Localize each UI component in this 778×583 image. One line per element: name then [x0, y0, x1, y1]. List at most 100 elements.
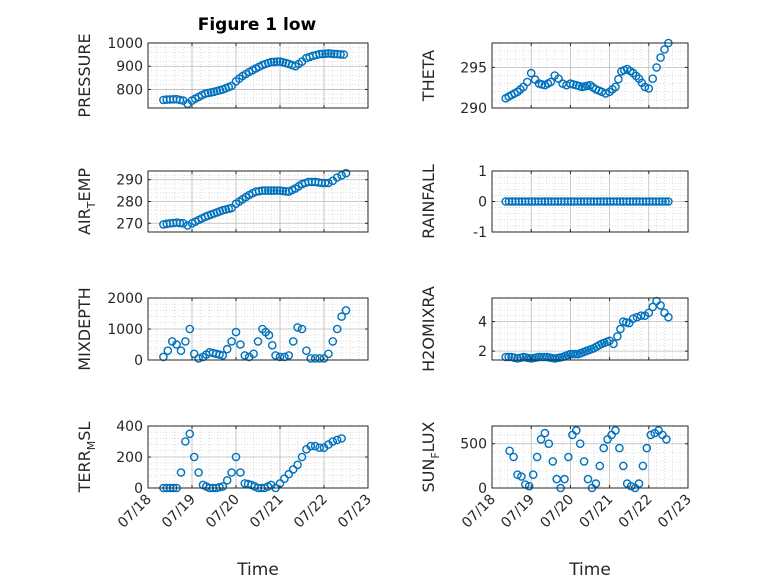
data-point	[568, 430, 577, 440]
data-point	[293, 323, 302, 332]
data-point-interp	[329, 49, 339, 59]
axes-box	[491, 297, 689, 361]
data-point-interp	[190, 217, 200, 226]
data-point	[642, 443, 652, 453]
data-point-interp	[616, 324, 625, 334]
data-point	[658, 430, 667, 440]
data-point	[601, 89, 611, 98]
data-point-interp	[190, 94, 200, 103]
data-point	[181, 437, 190, 446]
y-tick-label: 900	[116, 59, 143, 75]
data-point	[324, 178, 333, 188]
data-point-interp	[175, 218, 185, 228]
y-tick-label: 2	[478, 344, 487, 360]
data-point-interp	[583, 81, 592, 91]
data-point-interp	[587, 344, 596, 354]
data-point	[266, 186, 276, 195]
y-axis-label: SUNFLUX	[419, 421, 442, 492]
data-point-interp	[625, 197, 635, 206]
data-point-interp	[543, 79, 553, 88]
data-point-interp	[269, 57, 279, 67]
data-point-interp	[516, 85, 525, 94]
y-axis-label: MIXDEPTH	[75, 287, 94, 370]
data-point-interp	[569, 80, 578, 89]
data-point-interp	[614, 74, 623, 84]
data-point	[644, 84, 654, 93]
data-point-interp	[294, 59, 304, 69]
y-tick-label: 1000	[107, 36, 143, 52]
data-point-interp	[234, 197, 244, 206]
subplot-rainfall: -1 0 1 RAINFALL	[419, 164, 689, 241]
x-tick-label: 07/19	[498, 492, 538, 532]
data-point	[526, 68, 536, 78]
y-tick-label: 0	[134, 481, 143, 497]
x-tick-label: 07/22	[616, 492, 656, 532]
data-point-interp	[510, 89, 519, 98]
subplot-h2omixra: 2 4 H2OMIXRA	[419, 286, 689, 372]
x-axis-label: Time	[568, 560, 611, 580]
subplot-air-temp: 270 280 290 AIRTEMP	[75, 168, 369, 235]
data-point	[528, 470, 538, 480]
data-point	[341, 168, 351, 178]
data-point	[648, 74, 658, 83]
data-point	[189, 349, 199, 359]
axes-box	[491, 425, 689, 489]
data-point-interp	[608, 85, 617, 94]
data-point	[176, 468, 186, 477]
data-point-interp	[602, 337, 612, 347]
data-point-interp	[224, 82, 233, 92]
data-point-interp	[596, 197, 605, 206]
axes-box	[147, 42, 369, 109]
data-point	[227, 337, 236, 346]
data-point	[231, 452, 241, 462]
data-point	[638, 461, 648, 471]
data-point	[634, 479, 644, 488]
data-point-interp	[261, 327, 271, 337]
x-tick-label: 07/18	[115, 492, 155, 532]
data-point	[572, 426, 581, 435]
data-point	[648, 302, 658, 312]
data-point-interp	[272, 57, 282, 67]
axes-box	[491, 42, 689, 109]
data-point-interp	[527, 197, 537, 206]
data-point	[656, 301, 665, 310]
data-point-interp	[637, 78, 647, 88]
x-tick-label: 07/23	[655, 492, 695, 532]
data-point-interp	[571, 349, 580, 359]
data-point-interp	[269, 186, 279, 195]
y-tick-label: 0	[478, 195, 487, 211]
data-point-interp	[583, 197, 592, 206]
y-tick-label: 200	[116, 450, 143, 466]
y-tick-label: 0	[134, 353, 143, 369]
data-point	[310, 441, 320, 451]
data-point-interp	[514, 197, 524, 206]
data-point	[523, 77, 532, 87]
data-point	[181, 337, 190, 346]
data-point-interp	[557, 197, 566, 206]
x-tick-label: 07/22	[291, 492, 331, 532]
data-point	[664, 197, 673, 206]
data-point	[288, 465, 298, 474]
data-point	[178, 218, 188, 228]
data-point-interp	[631, 71, 641, 81]
data-point-interp	[254, 186, 264, 196]
y-tick-label: 280	[116, 195, 143, 211]
data-point	[599, 443, 609, 453]
data-point	[644, 308, 654, 318]
data-point	[328, 337, 338, 346]
subplot-theta: 290 295 THETA	[419, 38, 689, 117]
data-point-interp	[504, 352, 514, 362]
y-tick-label: -1	[473, 225, 487, 241]
data-point-interp	[263, 482, 273, 491]
data-point	[652, 63, 661, 72]
data-point	[297, 324, 307, 334]
data-point-interp	[241, 69, 251, 79]
data-point	[324, 349, 333, 359]
x-tick-label: 07/23	[335, 492, 375, 532]
data-point	[532, 452, 542, 462]
data-point-interp	[625, 66, 635, 76]
data-point-interp	[267, 340, 277, 350]
data-point	[236, 468, 245, 477]
